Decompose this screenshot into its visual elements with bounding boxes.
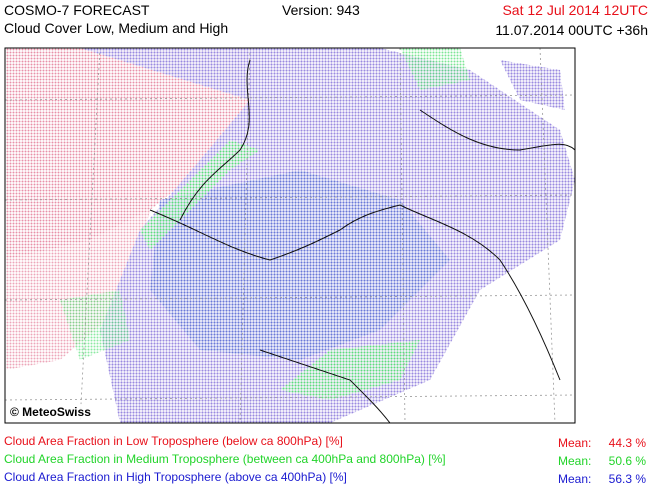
product: COSMO-7 FORECAST bbox=[4, 2, 150, 18]
version: Version: 943 bbox=[282, 2, 360, 18]
cloud-field bbox=[5, 48, 575, 423]
credit: © MeteoSwiss bbox=[10, 405, 91, 419]
legend-label: Cloud Area Fraction in High Troposphere … bbox=[4, 470, 347, 484]
valid-time: Sat 12 Jul 2014 12UTC bbox=[502, 2, 648, 18]
map-frame bbox=[4, 47, 576, 424]
legend-label: Cloud Area Fraction in Low Troposphere (… bbox=[4, 434, 343, 448]
legend-mean: 56.3 % bbox=[608, 472, 646, 486]
run: 11.07.2014 00UTC +36h bbox=[495, 22, 648, 38]
legend-mean-label: Mean: bbox=[558, 436, 592, 450]
legend-mean: 44.3 % bbox=[608, 436, 646, 450]
legend-mean-label: Mean: bbox=[558, 472, 592, 486]
legend-label: Cloud Area Fraction in Medium Tropospher… bbox=[4, 452, 446, 466]
legend-mean-label: Mean: bbox=[558, 454, 592, 468]
legend-mean: 50.6 % bbox=[608, 454, 646, 468]
subtitle: Cloud Cover Low, Medium and High bbox=[4, 20, 229, 36]
